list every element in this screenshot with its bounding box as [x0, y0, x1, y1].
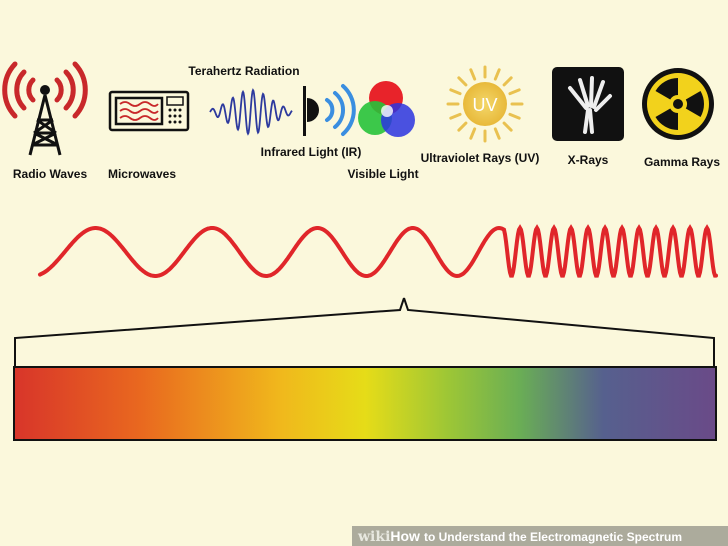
label: X-Rays	[568, 153, 609, 167]
label: Visible Light	[347, 167, 418, 181]
sun-ray	[457, 121, 468, 132]
sun-ray	[502, 76, 513, 87]
label: Microwaves	[108, 167, 176, 181]
label: Infrared Light (IR)	[261, 145, 362, 159]
terahertz-wave	[209, 88, 293, 136]
uv-icon: UV	[446, 65, 524, 143]
infrared-icon	[303, 84, 356, 136]
sun-ray	[508, 112, 521, 120]
sun-ray	[449, 112, 462, 120]
label: Terahertz Radiation	[188, 64, 299, 78]
sun-ray	[502, 121, 513, 132]
sun-ray	[469, 127, 477, 140]
radio-icon	[2, 61, 88, 156]
label: Ultraviolet Rays (UV)	[421, 151, 540, 165]
sun-ray	[449, 88, 462, 96]
sun-ray	[508, 88, 521, 96]
em-wave	[38, 224, 718, 279]
sun-ray	[457, 76, 468, 87]
visible-icon	[358, 81, 415, 137]
bracket	[14, 297, 715, 366]
uv-text: UV	[472, 95, 497, 115]
microwave-icon	[108, 90, 190, 132]
watermark: wikiHow to Understand the Electromagnetic…	[352, 526, 728, 546]
visible-spectrum-bar	[13, 366, 717, 441]
watermark-text: wikiHow to Understand the Electromagnetic…	[357, 528, 682, 545]
sun-ray	[493, 127, 501, 140]
xray-icon	[552, 67, 624, 141]
sun-ray	[469, 68, 477, 81]
sun-ray	[493, 68, 501, 81]
label: Gamma Rays	[644, 155, 720, 169]
label: Radio Waves	[13, 167, 88, 181]
gamma-icon	[642, 68, 714, 140]
